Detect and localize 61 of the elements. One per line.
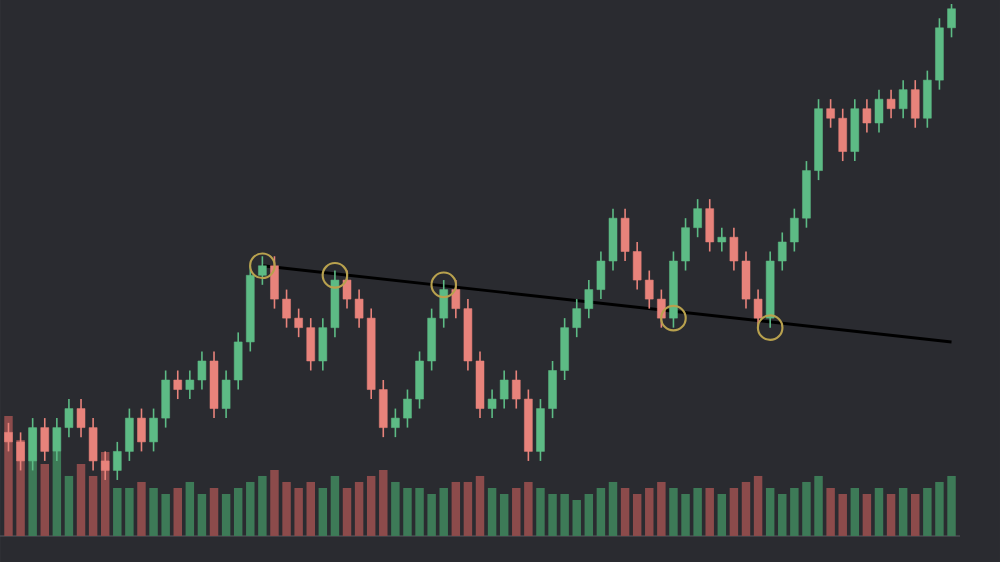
bar — [886, 493, 896, 536]
bar — [753, 475, 763, 536]
bar — [366, 475, 376, 536]
candlestick — [258, 255, 267, 286]
candlestick — [173, 369, 182, 400]
bar — [765, 487, 775, 536]
bar — [620, 487, 630, 536]
point — [430, 271, 458, 299]
bar — [342, 487, 352, 536]
bar — [379, 469, 388, 536]
point — [756, 314, 784, 341]
bar — [911, 493, 920, 536]
bar — [729, 487, 739, 536]
bar — [717, 493, 727, 536]
point — [660, 304, 687, 332]
bar — [645, 487, 654, 536]
candlestick — [209, 350, 219, 419]
bar — [137, 481, 146, 536]
bar — [451, 481, 461, 536]
bar — [874, 487, 884, 536]
bar — [197, 493, 207, 536]
bar — [778, 493, 787, 536]
bar — [608, 481, 618, 536]
bar — [330, 475, 340, 536]
bar — [632, 493, 642, 536]
bar — [40, 463, 49, 536]
bar — [463, 481, 473, 536]
candlestick — [898, 79, 908, 120]
bar — [596, 487, 606, 536]
candlestick — [910, 79, 920, 129]
bar — [705, 487, 714, 536]
candlestick — [40, 417, 50, 462]
candlestick — [850, 98, 860, 162]
bar — [64, 475, 74, 536]
bar — [862, 493, 872, 536]
point — [249, 252, 276, 280]
bar — [741, 481, 751, 536]
bar — [898, 487, 908, 536]
bar — [318, 487, 328, 536]
bar — [475, 475, 485, 536]
candlestick — [705, 198, 714, 253]
bar — [185, 481, 195, 536]
candlestick — [717, 226, 727, 253]
candlestick — [862, 98, 872, 134]
candlestick — [137, 407, 146, 453]
bar — [233, 487, 243, 536]
bar — [584, 493, 594, 536]
point — [321, 261, 349, 289]
bar — [173, 487, 182, 536]
candlestick — [874, 88, 884, 134]
candlestick — [886, 88, 896, 120]
bar — [657, 481, 666, 536]
bar — [850, 487, 860, 536]
bar — [76, 463, 86, 536]
bar — [88, 475, 98, 536]
bar — [487, 487, 497, 536]
bar — [306, 481, 315, 536]
bar — [354, 481, 364, 536]
bar — [209, 487, 219, 536]
bar — [221, 493, 231, 536]
bar — [499, 493, 509, 536]
